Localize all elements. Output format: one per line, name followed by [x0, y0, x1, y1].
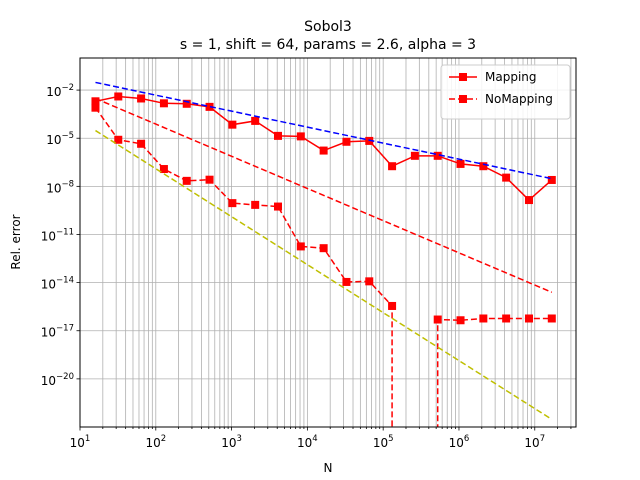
- data-point-nomapping: [274, 202, 283, 211]
- data-point-mapping: [547, 175, 556, 184]
- y-tick-label: 10−5: [46, 131, 74, 147]
- data-point-nomapping: [251, 200, 260, 209]
- data-point-nomapping: [524, 314, 533, 323]
- data-point-nomapping: [159, 165, 168, 174]
- x-tick-label: 105: [373, 434, 394, 450]
- data-point-nomapping: [388, 301, 397, 310]
- x-tick-label: 107: [524, 434, 545, 450]
- data-point-nomapping: [91, 103, 100, 112]
- y-axis: 10−2 10−5 10−8 10−11 10−14 10−17 10−20: [41, 83, 80, 388]
- data-point-mapping: [251, 116, 260, 125]
- data-point-nomapping: [479, 314, 488, 323]
- data-point-mapping: [502, 173, 511, 182]
- x-tick-label: 103: [221, 434, 242, 450]
- data-point-nomapping: [205, 175, 214, 184]
- data-point-mapping: [319, 146, 328, 155]
- data-point-mapping: [182, 99, 191, 108]
- data-point-nomapping: [114, 135, 123, 144]
- legend-label-nomapping: NoMapping: [485, 92, 553, 106]
- legend-label-mapping: Mapping: [485, 70, 537, 84]
- series-line-reference-3: [95, 97, 553, 293]
- data-point-nomapping: [365, 277, 374, 286]
- data-point-nomapping: [137, 139, 146, 148]
- data-point-nomapping: [502, 314, 511, 323]
- chart-title-line2: s = 1, shift = 64, params = 2.6, alpha =…: [180, 37, 476, 53]
- legend: Mapping NoMapping: [440, 64, 571, 120]
- data-point-nomapping: [433, 315, 442, 324]
- data-point-mapping: [388, 162, 397, 171]
- data-point-mapping: [91, 97, 100, 106]
- data-point-mapping: [228, 120, 237, 129]
- data-point-mapping: [456, 159, 465, 168]
- chart-title-line1: Sobol3: [304, 19, 352, 35]
- data-point-mapping: [137, 94, 146, 103]
- series-line-reference-2: [95, 81, 552, 180]
- data-point-mapping: [114, 92, 123, 101]
- legend-marker-mapping: [459, 73, 467, 81]
- data-point-mapping: [342, 137, 351, 146]
- legend-box: [440, 64, 571, 120]
- y-axis-label: Rel. error: [9, 214, 23, 269]
- data-layer: [91, 81, 556, 427]
- data-point-mapping: [410, 151, 419, 160]
- x-tick-label: 106: [449, 434, 470, 450]
- y-tick-label: 10−2: [46, 83, 74, 99]
- x-tick-label: 101: [70, 434, 91, 450]
- y-tick-label: 10−20: [41, 372, 74, 388]
- data-point-mapping: [205, 102, 214, 111]
- x-tick-label: 102: [145, 434, 166, 450]
- y-tick-label: 10−8: [46, 179, 74, 195]
- data-point-mapping: [479, 162, 488, 171]
- data-point-nomapping: [342, 277, 351, 286]
- data-point-nomapping: [547, 314, 556, 323]
- plot-area-frame: [79, 57, 577, 428]
- data-point-nomapping: [182, 176, 191, 185]
- legend-marker-nomapping: [459, 95, 467, 103]
- series-line-nomapping: [94, 107, 552, 427]
- data-point-nomapping: [296, 242, 305, 251]
- data-point-mapping: [274, 131, 283, 140]
- x-axis-label: N: [324, 461, 333, 475]
- data-point-mapping: [524, 196, 533, 205]
- y-tick-label: 10−11: [41, 227, 74, 243]
- x-tick-label: 104: [297, 434, 318, 450]
- y-tick-label: 10−14: [41, 276, 74, 292]
- data-point-mapping: [433, 151, 442, 160]
- data-point-nomapping: [456, 316, 465, 325]
- y-tick-label: 10−17: [41, 324, 74, 340]
- x-axis: 101 102 103 104 105 106 107: [70, 427, 572, 450]
- data-point-nomapping: [319, 244, 328, 253]
- data-point-mapping: [159, 99, 168, 108]
- data-point-nomapping: [228, 199, 237, 208]
- data-point-mapping: [296, 132, 305, 141]
- grid-layer: [79, 58, 576, 427]
- series-line-reference-4: [95, 129, 553, 420]
